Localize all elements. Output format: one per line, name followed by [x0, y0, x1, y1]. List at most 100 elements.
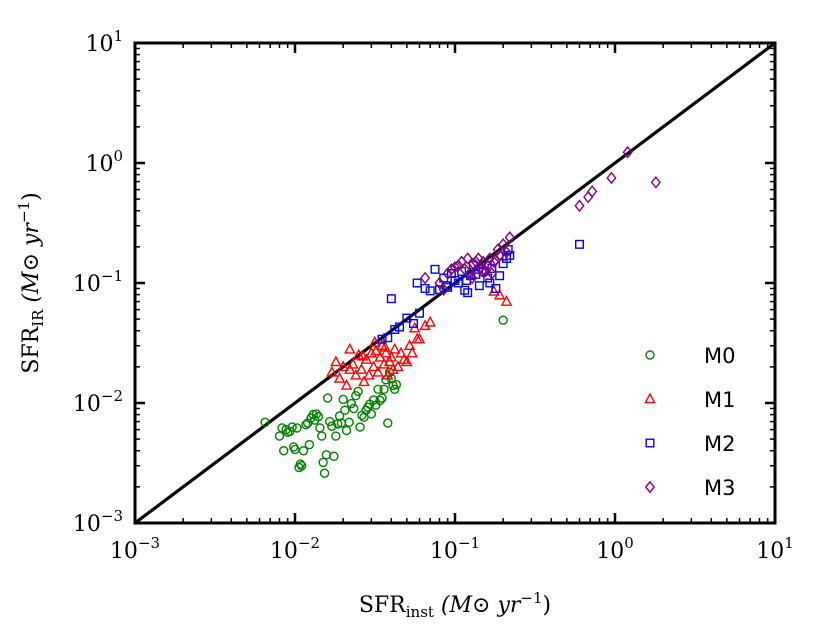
point-m1	[387, 363, 399, 374]
point-m2	[474, 281, 484, 291]
point-m0	[375, 395, 385, 406]
point-m0	[317, 431, 327, 441]
point-m1	[424, 315, 436, 327]
point-m1	[419, 319, 431, 331]
point-m0	[321, 450, 332, 460]
point-m3	[438, 283, 449, 296]
point-m0	[311, 409, 322, 419]
x-axis-label-close: )	[543, 593, 552, 618]
point-m1	[380, 346, 392, 358]
point-m0	[304, 439, 315, 450]
point-m0	[295, 459, 306, 469]
y-axis-label: SFRIR (M⊙ yr−1)	[15, 192, 47, 373]
point-m0	[296, 461, 307, 471]
y-tick-label: 10−1	[73, 267, 123, 297]
point-m1	[401, 355, 413, 367]
point-m2	[575, 239, 585, 249]
point-m2	[425, 286, 435, 296]
x-tick-label: 10−1	[430, 534, 480, 564]
point-m0	[340, 405, 350, 415]
point-m0	[279, 446, 289, 456]
point-m3	[484, 252, 495, 265]
legend-marker-m3	[644, 480, 656, 494]
point-m1	[337, 360, 349, 372]
point-m1	[406, 346, 418, 358]
y-axis-label-main: SFR	[19, 325, 44, 373]
point-m1	[350, 368, 362, 380]
x-axis-label-unit: (M⊙ yr	[434, 593, 522, 618]
legend-item-m1: M1	[644, 388, 735, 412]
point-m3	[462, 252, 473, 265]
point-m2	[390, 324, 400, 334]
series-m1	[326, 284, 513, 390]
point-m1	[355, 363, 368, 374]
point-m2	[377, 334, 387, 344]
point-m0	[373, 384, 383, 395]
point-m3	[492, 243, 503, 256]
y-axis-label-unit-exp: −1	[15, 201, 33, 223]
point-m3	[467, 271, 478, 285]
point-m1	[340, 378, 353, 390]
x-axis-label-sub: inst	[406, 603, 434, 621]
y-axis-label-unit: (M⊙ yr	[19, 222, 44, 310]
point-m1	[347, 357, 359, 369]
point-m0	[292, 423, 302, 433]
x-axis-label-unit-exp: −1	[520, 589, 542, 607]
point-m3	[606, 171, 617, 185]
point-m1	[395, 346, 407, 358]
point-m3	[477, 265, 488, 278]
point-m1	[372, 365, 384, 377]
point-m3	[470, 255, 481, 269]
point-m1	[363, 368, 375, 380]
data-points	[260, 145, 661, 478]
y-tick-label: 10−2	[73, 387, 123, 417]
point-m1	[368, 335, 381, 347]
point-m0	[353, 386, 363, 397]
x-tick-label: 100	[596, 534, 634, 564]
point-m1	[333, 372, 346, 383]
point-m0	[391, 380, 402, 390]
point-m1	[326, 365, 338, 377]
legend-label-m3: M3	[704, 476, 735, 500]
point-m1	[356, 349, 369, 361]
point-m2	[485, 278, 495, 288]
point-m1	[379, 341, 391, 352]
point-m2	[412, 278, 422, 288]
point-m0	[319, 468, 330, 478]
legend: M0 M1 M2 M3	[644, 344, 735, 500]
x-axis-label: SFRinst (M⊙ yr−1)	[359, 589, 551, 621]
point-m1	[370, 344, 382, 356]
point-m0	[498, 315, 508, 325]
point-m0	[366, 409, 377, 419]
y-axis-label-sub: IR	[29, 309, 47, 327]
point-m2	[402, 313, 412, 323]
point-m2	[395, 322, 405, 332]
point-m0	[383, 418, 393, 428]
point-m0	[379, 384, 389, 395]
point-m1	[330, 355, 342, 367]
y-tick-label: 100	[85, 147, 123, 177]
x-tick-label: 10−3	[110, 534, 160, 564]
point-m3	[446, 263, 457, 276]
point-m2	[415, 308, 425, 318]
point-m0	[327, 421, 337, 431]
point-m0	[368, 395, 379, 405]
point-m2	[460, 285, 470, 295]
point-m3	[583, 190, 594, 204]
point-m2	[383, 333, 393, 343]
point-m1	[365, 346, 378, 358]
point-m1	[392, 360, 404, 372]
point-m0	[298, 446, 309, 456]
point-m0	[329, 451, 339, 461]
x-axis-label-main: SFR	[359, 593, 407, 618]
point-m3	[419, 271, 431, 285]
legend-item-m2: M2	[645, 432, 735, 456]
point-m0	[346, 398, 357, 409]
series-m3	[419, 145, 661, 296]
plot-area	[133, 41, 777, 525]
point-m3	[459, 263, 470, 276]
point-m3	[574, 199, 585, 213]
legend-marker-m0	[645, 350, 655, 360]
legend-item-m3: M3	[644, 476, 735, 500]
y-axis-label-close: )	[19, 192, 44, 201]
